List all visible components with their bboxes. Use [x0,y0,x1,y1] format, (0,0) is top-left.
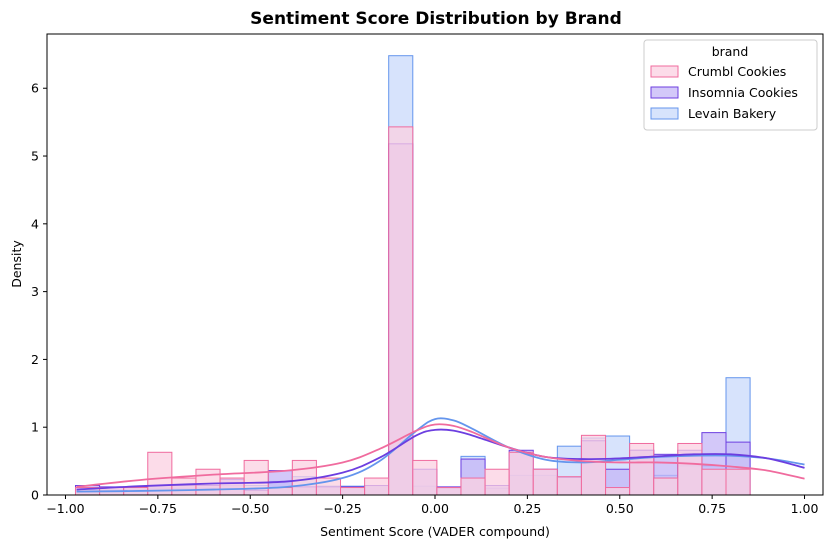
bar-crumbl-cookies-16 [460,477,486,496]
bar-crumbl-cookies-17 [484,468,510,496]
bar-crumbl-cookies-23 [629,442,655,496]
y-tick-label: 5 [31,149,39,164]
bar-crumbl-cookies-4 [171,477,197,496]
kde-line-insomnia-cookies [76,428,805,491]
bar-crumbl-cookies-22 [605,487,631,496]
legend-label: Crumbl Cookies [688,64,786,79]
bar-crumbl-cookies-11 [340,487,366,496]
bar-crumbl-cookies-18 [508,451,534,496]
legend-title: brand [712,44,749,59]
legend-label: Levain Bakery [688,106,777,121]
y-tick-label: 2 [31,352,39,367]
bar-crumbl-cookies-21 [580,434,607,496]
legend-swatch [650,107,679,120]
legend: brand Crumbl Cookies Insomnia Cookies Leva… [643,39,818,131]
legend-swatch [650,65,679,78]
legend-item-levain-bakery: Levain Bakery [650,106,777,121]
bar-crumbl-cookies-12 [364,477,390,496]
chart-title: Sentiment Score Distribution by Brand [250,9,622,29]
legend-swatch [650,86,679,99]
y-tick-label: 0 [31,488,39,503]
y-axis-label: Density [9,240,24,288]
legend-item-insomnia-cookies: Insomnia Cookies [650,85,798,100]
bar-crumbl-cookies-5 [195,468,221,496]
legend-label: Insomnia Cookies [688,85,798,100]
legend-item-crumbl-cookies: Crumbl Cookies [650,64,786,79]
y-tick-label: 1 [31,420,39,435]
bar-crumbl-cookies-25 [677,442,703,496]
x-tick-label: 0.00 [421,501,449,516]
x-tick-label: 1.00 [791,501,819,516]
bar-crumbl-cookies-19 [532,468,558,496]
x-axis: −1.00 −0.75 −0.50 −0.25 0.00 0.25 0.50 0.75 1.00 [46,495,818,516]
bar-crumbl-cookies-27 [725,468,751,496]
x-tick-label: 0.50 [606,501,634,516]
kde-line-crumbl-cookies [76,423,805,488]
bar-crumbl-cookies-20 [556,476,582,496]
series-crumbl-cookies [74,126,751,496]
bar-crumbl-cookies-7 [243,459,269,496]
y-tick-label: 4 [31,216,39,231]
legend-box [643,39,818,131]
bar-crumbl-cookies-6 [219,477,245,496]
y-tick-label: 6 [31,81,39,96]
bar-crumbl-cookies-15 [436,487,462,496]
bar-crumbl-cookies-14 [412,459,438,496]
x-tick-label: −0.75 [139,501,177,516]
x-tick-label: −1.00 [46,501,84,516]
bar-crumbl-cookies-24 [653,477,679,496]
bar-crumbl-cookies-26 [701,468,727,496]
x-tick-label: 0.75 [698,501,726,516]
kde-line-levain-bakery [76,417,805,493]
x-axis-label: Sentiment Score (VADER compound) [320,524,550,539]
bar-crumbl-cookies-3 [147,451,173,496]
x-tick-label: −0.25 [323,501,361,516]
x-tick-label: 0.25 [513,501,541,516]
y-axis: 0 1 2 3 4 5 6 [31,81,47,503]
y-tick-label: 3 [31,284,39,299]
legend-items: Crumbl Cookies Insomnia Cookies Levain Bak… [650,64,798,121]
x-tick-label: −0.50 [231,501,269,516]
